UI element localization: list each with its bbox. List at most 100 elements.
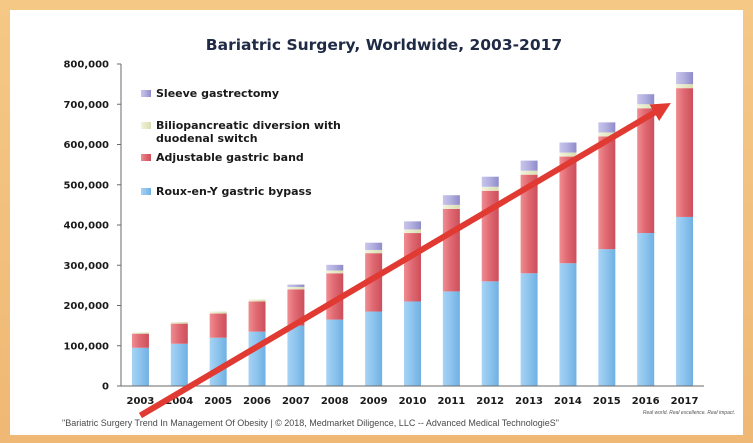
x-tick-label: 2006 — [243, 396, 271, 407]
bar-segment-duodenal-switch — [676, 84, 694, 89]
y-tick-label: 800,000 — [63, 60, 109, 71]
bar-segment-sleeve — [676, 72, 694, 85]
bar-segment-roux-en-y — [520, 273, 538, 386]
bar-segment-duodenal-switch — [442, 204, 460, 209]
bar-segment-sleeve — [520, 160, 538, 171]
x-tick-label: 2017 — [671, 396, 699, 407]
legend-label: Adjustable gastric band — [156, 151, 304, 164]
bar-segment-sleeve — [404, 221, 421, 230]
x-tick-label: 2011 — [437, 396, 465, 407]
bar-segment-gastric-band — [404, 233, 421, 302]
bar-segment-sleeve — [287, 284, 305, 287]
bar-segment-gastric-band — [326, 273, 344, 320]
bar-segment-gastric-band — [676, 88, 694, 217]
x-tick-label: 2015 — [593, 396, 621, 407]
bar-segment-gastric-band — [209, 313, 227, 338]
bar-segment-gastric-band — [248, 301, 266, 332]
y-tick-label: 300,000 — [63, 261, 109, 272]
y-tick-label: 400,000 — [63, 221, 109, 232]
bar-segment-duodenal-switch — [287, 286, 305, 290]
bar-segment-sleeve — [365, 242, 383, 250]
legend-label: duodenal switch — [156, 132, 258, 145]
y-axis: 0 100,000 200,000 300,000 400,000 500,000 600,… — [63, 60, 122, 393]
y-tick-label: 700,000 — [63, 100, 109, 111]
bar-segment-gastric-band — [442, 208, 460, 292]
bar-segment-sleeve — [637, 94, 655, 105]
bar-segment-roux-en-y — [676, 216, 694, 386]
legend-item-gastric-band: Adjustable gastric band — [141, 151, 304, 164]
bar-segment-roux-en-y — [559, 263, 577, 386]
bar-segment-roux-en-y — [287, 325, 305, 386]
bar-segment-duodenal-switch — [404, 229, 421, 234]
bar-segment-sleeve — [598, 122, 616, 133]
bar-segment-roux-en-y — [404, 301, 421, 386]
y-tick-label: 200,000 — [63, 301, 109, 312]
x-tick-label: 2016 — [632, 396, 660, 407]
bar-segment-roux-en-y — [170, 343, 188, 386]
bar-segment-sleeve — [481, 176, 499, 187]
legend-item-sleeve: Sleeve gastrectomy — [141, 87, 279, 100]
bar-segment-duodenal-switch — [598, 132, 616, 137]
bar-segment-gastric-band — [170, 323, 188, 344]
x-tick-label: 2004 — [165, 396, 193, 407]
bar-segment-duodenal-switch — [481, 186, 499, 191]
legend-swatch — [141, 154, 151, 161]
legend: Sleeve gastrectomy Biliopancreatic divers… — [141, 87, 341, 198]
x-axis: 2003 2004 2005 2006 2007 2008 2009 2010 2011 2012… — [121, 385, 704, 407]
x-tick-label: 2005 — [204, 396, 232, 407]
x-tick-label: 2009 — [360, 396, 388, 407]
bar-segment-duodenal-switch — [248, 299, 266, 302]
x-tick-label: 2007 — [282, 396, 310, 407]
legend-swatch — [141, 122, 151, 129]
x-tick-label: 2010 — [399, 396, 427, 407]
bar-segment-gastric-band — [365, 253, 383, 312]
bar-segment-duodenal-switch — [365, 249, 383, 254]
bar-segment-roux-en-y — [131, 347, 149, 386]
y-tick-label: 500,000 — [63, 180, 109, 191]
bar-segment-gastric-band — [559, 156, 577, 264]
x-tick-label: 2012 — [476, 396, 504, 407]
bar-segment-sleeve — [442, 195, 460, 205]
legend-swatch — [141, 188, 151, 195]
bar-segment-roux-en-y — [326, 319, 344, 386]
bar-segment-roux-en-y — [209, 337, 227, 386]
bar-segment-duodenal-switch — [559, 152, 577, 157]
bar-segment-duodenal-switch — [637, 104, 655, 109]
legend-label: Sleeve gastrectomy — [156, 87, 279, 100]
chart-title: Bariatric Surgery, Worldwide, 2003-2017 — [206, 36, 562, 54]
bar-segment-gastric-band — [131, 333, 149, 348]
bar-segment-duodenal-switch — [520, 170, 538, 175]
bar-segment-sleeve — [326, 264, 344, 271]
bar-segment-duodenal-switch — [170, 322, 188, 324]
tagline: Real world. Real excellence. Real impact… — [643, 410, 735, 416]
bar-segment-roux-en-y — [442, 291, 460, 386]
x-tick-label: 2008 — [321, 396, 349, 407]
trend-arrow — [138, 102, 671, 419]
bar-segment-duodenal-switch — [131, 332, 149, 334]
bar-segment-roux-en-y — [481, 281, 499, 386]
x-tick-label: 2013 — [515, 396, 543, 407]
bar-segment-gastric-band — [598, 136, 616, 250]
bar-segment-gastric-band — [520, 174, 538, 274]
y-tick-label: 100,000 — [63, 341, 109, 352]
bar-segment-duodenal-switch — [326, 270, 344, 274]
bar-segment-roux-en-y — [637, 233, 655, 386]
trend-arrow-line — [138, 102, 671, 419]
legend-label: Roux-en-Y gastric bypass — [156, 185, 312, 198]
bar-segment-duodenal-switch — [209, 311, 227, 314]
bar-segment-roux-en-y — [598, 249, 616, 386]
x-tick-label: 2014 — [554, 396, 582, 407]
x-tick-label: 2003 — [127, 396, 155, 407]
legend-item-roux-en-y: Roux-en-Y gastric bypass — [141, 185, 312, 198]
bar-segment-sleeve — [559, 142, 577, 153]
y-tick-label: 0 — [102, 382, 109, 393]
bar-segment-gastric-band — [287, 289, 305, 326]
legend-label: Biliopancreatic diversion with — [156, 119, 341, 132]
source-citation: "Bariatric Surgery Trend In Management O… — [62, 418, 559, 428]
y-tick-label: 600,000 — [63, 140, 109, 151]
legend-swatch — [141, 90, 151, 97]
bar-segment-gastric-band — [637, 108, 655, 234]
bar-segment-roux-en-y — [365, 311, 383, 386]
